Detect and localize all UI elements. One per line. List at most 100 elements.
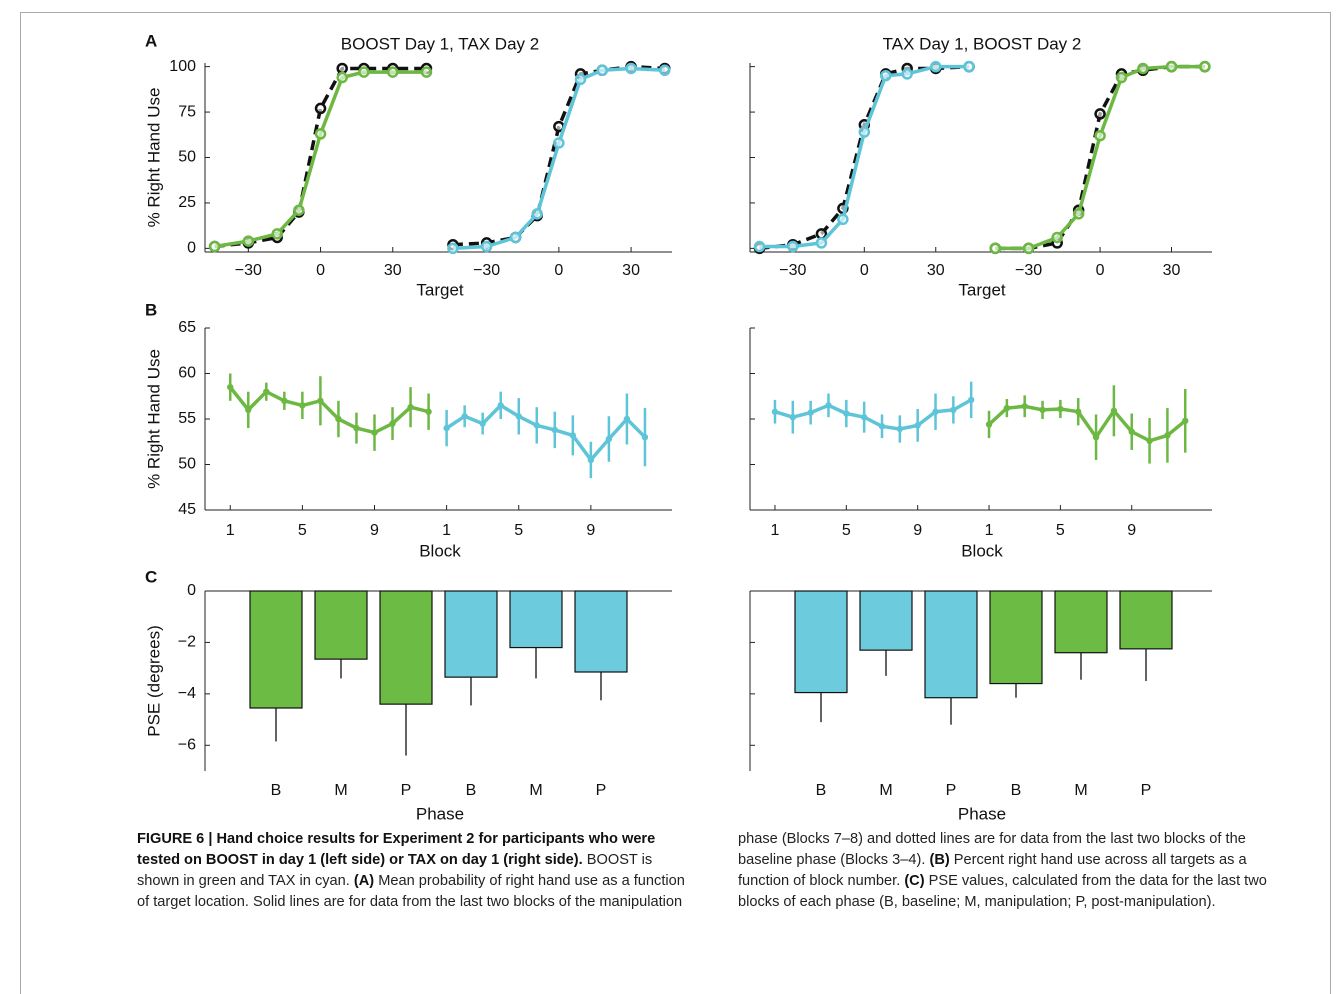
data-point (1021, 403, 1028, 410)
frame (20, 12, 1331, 994)
x-tick-label: 5 (1056, 522, 1065, 539)
x-axis-label: Target (958, 280, 1006, 299)
series-line (774, 398, 973, 431)
data-point (950, 406, 957, 414)
data-point (1165, 60, 1178, 73)
data-point (878, 423, 886, 430)
data-point (1094, 108, 1106, 120)
x-tick-label: 30 (622, 262, 640, 279)
data-point (843, 410, 850, 417)
data-point (605, 435, 613, 443)
caption-text: Mean probability of right hand use as a … (137, 831, 1246, 910)
bar (509, 590, 563, 649)
bar (1119, 590, 1173, 650)
data-point (967, 396, 975, 404)
series-line (759, 64, 970, 249)
x-tick-label: −30 (473, 262, 500, 279)
data-point (963, 60, 975, 73)
x-tick-label: 5 (842, 522, 851, 539)
series-line (995, 64, 1205, 251)
x-axis-label: Target (416, 280, 464, 299)
x-tick-label: B (1011, 782, 1022, 799)
data-point (1003, 404, 1011, 412)
x-tick-label: 0 (554, 262, 563, 279)
data-point (1110, 407, 1118, 415)
x-tick-label: −30 (235, 262, 262, 279)
y-tick-label: 60 (178, 365, 196, 382)
data-point (623, 415, 631, 423)
data-point (1051, 231, 1063, 244)
data-point (314, 102, 327, 115)
x-axis-label: Block (961, 541, 1003, 560)
data-point (245, 406, 252, 414)
x-tick-label: P (596, 782, 607, 799)
data-point (659, 64, 671, 77)
data-point (1115, 71, 1128, 84)
caption: FIGURE 6 | Hand choice results for Exper… (137, 829, 1297, 913)
data-point (1199, 60, 1211, 73)
y-tick-label: 50 (178, 149, 196, 166)
y-tick-label: 100 (169, 58, 196, 75)
data-point (930, 60, 942, 73)
data-point (837, 213, 849, 226)
y-tick-label: 75 (178, 103, 196, 120)
bar (794, 590, 848, 694)
data-point (858, 126, 871, 138)
x-tick-label: P (401, 782, 412, 799)
data-point (1057, 405, 1064, 413)
x-tick-label: 30 (384, 262, 402, 279)
data-point (447, 242, 459, 255)
series-line (987, 404, 1187, 443)
x-tick-label: P (946, 782, 957, 799)
bar (1054, 590, 1108, 654)
data-point (1137, 62, 1149, 75)
x-tick-label: 1 (771, 522, 780, 539)
data-point (625, 62, 637, 75)
bar (314, 590, 368, 660)
x-tick-label: 30 (927, 262, 945, 279)
x-tick-label: P (1141, 782, 1152, 799)
data-point (914, 422, 921, 429)
x-axis-label: Phase (958, 804, 1006, 823)
data-point (551, 426, 558, 434)
y-axis-label: % Right Hand Use (144, 88, 163, 228)
x-tick-label: −30 (1015, 262, 1042, 279)
data-point (825, 402, 832, 409)
data-point (587, 456, 595, 464)
panel-label: A (145, 31, 157, 50)
bar (924, 590, 978, 699)
x-tick-label: M (334, 782, 347, 799)
data-point (371, 429, 378, 436)
caption-bold: (A) (353, 873, 375, 889)
x-tick-label: 9 (370, 522, 379, 539)
data-point (425, 408, 432, 415)
data-point (227, 383, 234, 391)
panel: A BOOST Day 1, TAX Day 2 Target % Right Han… (144, 31, 672, 299)
y-tick-label: 55 (178, 410, 196, 427)
data-point (263, 388, 270, 395)
data-point (901, 68, 913, 80)
x-tick-label: M (1074, 782, 1087, 799)
data-point (753, 240, 766, 253)
bar (859, 590, 913, 651)
data-point (281, 397, 288, 404)
caption-bold: FIGURE 6 | Hand choice results for Exper… (137, 831, 656, 868)
panel: B Block % Right Hand Use 45 50 55 60 65 1 5 9 1 5 9 (144, 300, 672, 560)
data-point (293, 204, 305, 216)
series-line (214, 66, 427, 249)
series-line (995, 64, 1205, 251)
y-tick-label: 0 (187, 582, 196, 599)
data-point (787, 240, 799, 253)
series-line (759, 64, 970, 251)
data-point (1182, 417, 1189, 425)
data-point (574, 73, 587, 86)
data-point (335, 415, 342, 423)
data-point (358, 66, 370, 78)
data-point (896, 425, 904, 433)
data-point (314, 128, 327, 140)
y-tick-label: 50 (178, 456, 196, 473)
y-tick-label: 65 (178, 319, 196, 336)
x-tick-label: M (879, 782, 892, 799)
series-line (452, 64, 665, 247)
panel: Phase B M P B M P (749, 590, 1212, 823)
